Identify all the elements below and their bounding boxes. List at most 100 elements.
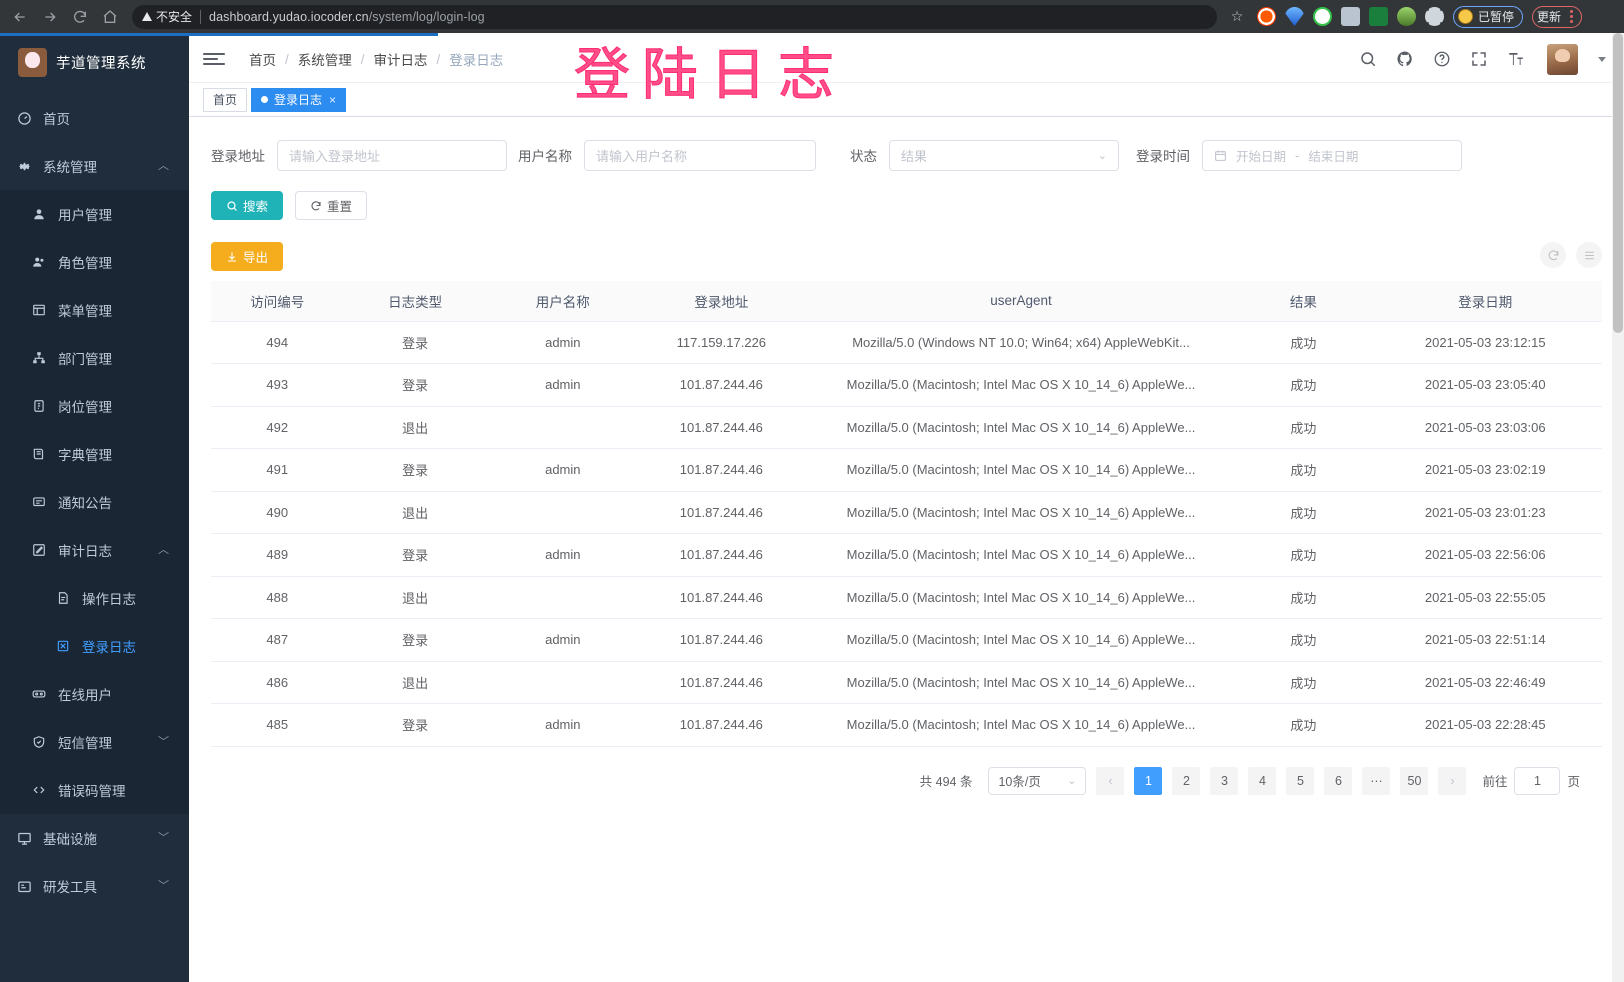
- github-icon[interactable]: [1395, 50, 1414, 69]
- tab-home[interactable]: 首页: [203, 87, 248, 112]
- sidebar-item-posts[interactable]: 岗位管理: [0, 382, 189, 430]
- table-row[interactable]: 492 退出 101.87.244.46 Mozilla/5.0 (Macintosh…: [211, 406, 1602, 449]
- page-button-4[interactable]: 4: [1248, 766, 1277, 795]
- forward-arrow-icon[interactable]: [36, 3, 64, 31]
- prev-page-button[interactable]: ‹: [1096, 766, 1125, 795]
- export-button[interactable]: 导出: [211, 242, 284, 271]
- sidebar-item-audit-log[interactable]: 审计日志 ︿: [0, 526, 189, 574]
- reset-button[interactable]: 重置: [295, 191, 368, 220]
- breadcrumb-item-home[interactable]: 首页: [249, 53, 276, 68]
- back-arrow-icon[interactable]: [6, 3, 34, 31]
- translate-extension-icon[interactable]: [1341, 7, 1360, 26]
- sidebar-item-users[interactable]: 用户管理: [0, 190, 189, 238]
- page-size-select[interactable]: 10条/页 ⌄: [988, 766, 1087, 795]
- login-address-input[interactable]: 请输入登录地址: [277, 139, 507, 171]
- login-address-label: 登录地址: [211, 149, 265, 164]
- username-input[interactable]: 请输入用户名称: [584, 139, 816, 171]
- search-icon[interactable]: [1358, 50, 1377, 69]
- update-button[interactable]: 更新: [1532, 5, 1583, 28]
- search-button[interactable]: 搜索: [211, 191, 284, 220]
- sidebar-item-menus[interactable]: 菜单管理: [0, 286, 189, 334]
- goto-page-input[interactable]: 1: [1514, 766, 1561, 795]
- sidebar-item-dev-tools[interactable]: 研发工具 ﹀: [0, 862, 189, 910]
- page-scrollbar[interactable]: [1612, 33, 1624, 982]
- chevron-down-icon[interactable]: [1598, 56, 1606, 62]
- reload-icon[interactable]: [66, 3, 94, 31]
- sidebar-item-sms[interactable]: 短信管理 ﹀: [0, 718, 189, 766]
- table-row[interactable]: 490 退出 101.87.244.46 Mozilla/5.0 (Macintosh…: [211, 491, 1602, 534]
- tab-login-log[interactable]: 登录日志 ×: [251, 87, 347, 112]
- sidebar-item-dict[interactable]: 字典管理: [0, 430, 189, 478]
- paused-extension-pill[interactable]: 已暂停: [1453, 5, 1524, 28]
- table-row[interactable]: 489 登录 admin 101.87.244.46 Mozilla/5.0 (Maci…: [211, 533, 1602, 577]
- sidebar-item-label: 登录日志: [82, 640, 136, 655]
- page-button-2[interactable]: 2: [1172, 766, 1201, 795]
- row-login-address: 101.87.244.46: [638, 448, 804, 492]
- table-row[interactable]: 491 登录 admin 101.87.244.46 Mozilla/5.0 (Maci…: [211, 448, 1602, 492]
- column-header-result[interactable]: 结果: [1238, 281, 1369, 322]
- refresh-circle-icon[interactable]: [1540, 242, 1566, 268]
- row-username: admin: [486, 448, 639, 492]
- font-size-icon[interactable]: [1506, 50, 1525, 69]
- on-toggle-extension-icon[interactable]: [1369, 7, 1388, 26]
- status-select[interactable]: 结果 ⌄: [889, 139, 1119, 171]
- column-header-useragent[interactable]: userAgent: [803, 281, 1239, 322]
- column-header-id[interactable]: 访问编号: [211, 281, 344, 322]
- sidebar-logo[interactable]: 芋道管理系统: [0, 36, 189, 88]
- date-start-placeholder[interactable]: 开始日期: [1236, 149, 1287, 164]
- help-icon[interactable]: [1432, 50, 1451, 69]
- breadcrumb-item-audit[interactable]: 审计日志: [373, 53, 428, 68]
- login-time-daterange[interactable]: 开始日期 - 结束日期: [1202, 139, 1462, 171]
- column-header-login-address[interactable]: 登录地址: [638, 281, 804, 322]
- table-row[interactable]: 493 登录 admin 101.87.244.46 Mozilla/5.0 (Maci…: [211, 363, 1602, 407]
- sidebar-item-operation-log[interactable]: 操作日志: [0, 574, 189, 622]
- sidebar-item-notice[interactable]: 通知公告: [0, 478, 189, 526]
- scrollbar-thumb[interactable]: [1613, 33, 1623, 333]
- home-icon[interactable]: [96, 3, 124, 31]
- sidebar-item-error-code[interactable]: 错误码管理: [0, 766, 189, 814]
- row-result: 成功: [1238, 363, 1369, 407]
- page-button-3[interactable]: 3: [1210, 766, 1239, 795]
- table-row[interactable]: 485 登录 admin 101.87.244.46 Mozilla/5.0 (Maci…: [211, 703, 1602, 747]
- table-row[interactable]: 494 登录 admin 117.159.17.226 Mozilla/5.0 (Win…: [211, 321, 1602, 364]
- next-page-button[interactable]: ›: [1438, 766, 1467, 795]
- hamburger-icon[interactable]: [203, 53, 225, 65]
- column-header-username[interactable]: 用户名称: [486, 281, 639, 322]
- sidebar-item-departments[interactable]: 部门管理: [0, 334, 189, 382]
- filter-username: 用户名称 请输入用户名称: [518, 139, 816, 171]
- page-button-50[interactable]: 50: [1400, 766, 1429, 795]
- sidebar-item-infrastructure[interactable]: 基础设施 ﹀: [0, 814, 189, 862]
- sidebar-item-home[interactable]: 首页: [0, 94, 189, 142]
- breadcrumb-item-current: 登录日志: [449, 53, 504, 68]
- security-status[interactable]: 不安全: [142, 8, 192, 25]
- bookmark-star-icon[interactable]: ☆: [1230, 8, 1244, 24]
- edit-doc-icon: [32, 543, 54, 557]
- address-bar[interactable]: 不安全 dashboard.yudao.iocoder.cn/system/lo…: [132, 4, 1217, 29]
- kebab-menu-icon[interactable]: [1570, 10, 1574, 23]
- sidebar-item-online-users[interactable]: 在线用户: [0, 670, 189, 718]
- sidebar-item-login-log[interactable]: 登录日志: [0, 622, 189, 670]
- page-button-6[interactable]: 6: [1324, 766, 1353, 795]
- pin-extension-icon[interactable]: [1397, 7, 1416, 26]
- column-header-type[interactable]: 日志类型: [343, 281, 487, 322]
- puzzle-extension-icon[interactable]: [1425, 7, 1444, 26]
- page-ellipsis[interactable]: ···: [1362, 766, 1391, 795]
- sidebar-item-roles[interactable]: 角色管理: [0, 238, 189, 286]
- breadcrumb-item-system[interactable]: 系统管理: [297, 53, 352, 68]
- page-button-1[interactable]: 1: [1134, 766, 1163, 795]
- wechat-extension-icon[interactable]: [1313, 7, 1332, 26]
- fullscreen-icon[interactable]: [1469, 50, 1488, 69]
- opera-extension-icon[interactable]: [1257, 7, 1276, 26]
- close-icon[interactable]: ×: [329, 92, 337, 107]
- diamond-extension-icon[interactable]: [1285, 7, 1304, 26]
- sidebar-item-system[interactable]: 系统管理 ︿: [0, 142, 189, 190]
- page-button-5[interactable]: 5: [1286, 766, 1315, 795]
- table-row[interactable]: 487 登录 admin 101.87.244.46 Mozilla/5.0 (Maci…: [211, 618, 1602, 662]
- column-header-login-date[interactable]: 登录日期: [1368, 281, 1602, 322]
- table-row[interactable]: 488 退出 101.87.244.46 Mozilla/5.0 (Macintosh…: [211, 576, 1602, 619]
- date-end-placeholder[interactable]: 结束日期: [1308, 149, 1359, 164]
- avatar[interactable]: [1547, 43, 1578, 75]
- table-row[interactable]: 486 退出 101.87.244.46 Mozilla/5.0 (Macintosh…: [211, 661, 1602, 704]
- table-body: 494 登录 admin 117.159.17.226 Mozilla/5.0 (Win…: [211, 321, 1602, 747]
- column-settings-icon[interactable]: [1576, 242, 1602, 268]
